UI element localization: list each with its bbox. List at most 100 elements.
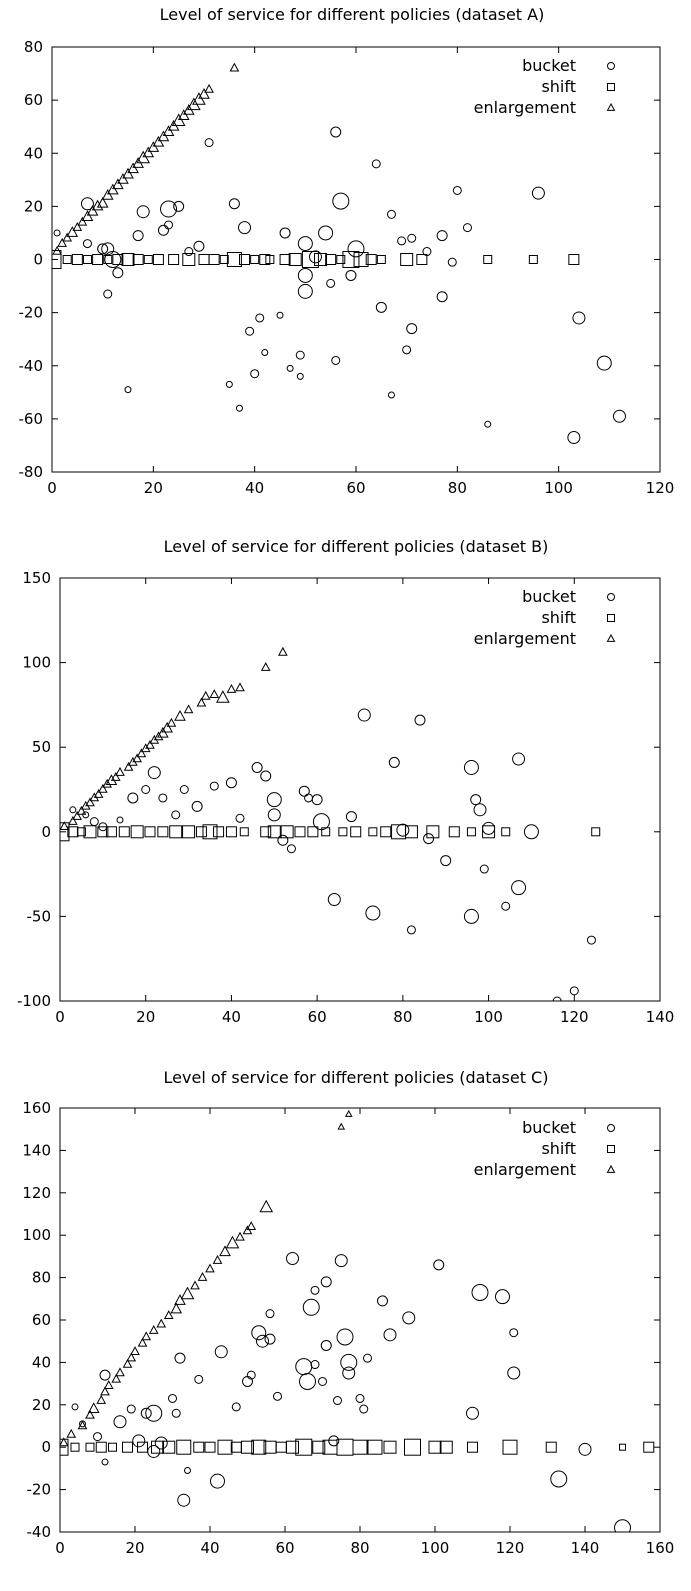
legend-label-bucket: bucket (522, 56, 576, 75)
bucket-point (168, 1393, 177, 1403)
plot-frame (59, 577, 661, 1002)
shift-point (122, 1441, 133, 1453)
bucket-point (140, 1407, 152, 1419)
shift-point (336, 1438, 354, 1456)
bucket-point (113, 1415, 127, 1429)
bucket-point (101, 1458, 109, 1466)
enlargement-point (96, 1394, 107, 1404)
shift-point (353, 252, 369, 267)
bucket-point (124, 386, 132, 394)
legend-marker-shift (607, 83, 615, 91)
shift-point (400, 253, 414, 266)
enlargement-point (190, 1280, 200, 1290)
enlargement-point (103, 1380, 114, 1389)
shift-point (380, 826, 392, 838)
bucket-point (260, 770, 272, 782)
x-tick-label: 120 (496, 1539, 525, 1557)
legend-label-enlargement: enlargement (474, 629, 576, 648)
x-tick-label: 60 (346, 479, 365, 497)
enlargement-point (85, 1409, 95, 1419)
enlargement-point (93, 788, 104, 798)
shift-point (368, 827, 378, 837)
bucket-point (276, 311, 284, 319)
bucket-point (238, 221, 252, 235)
bucket-point (193, 240, 205, 252)
bucket-point (501, 901, 511, 911)
chart-title: Level of service for different policies … (164, 1068, 549, 1087)
shift-point (439, 1440, 453, 1454)
shift-point (182, 253, 196, 266)
enlargement-point (68, 816, 78, 825)
enlargement-point (57, 237, 67, 247)
x-tick-label: 40 (200, 1539, 219, 1557)
bucket-point (179, 785, 189, 794)
bucket-point (279, 227, 291, 239)
enlargement-point (200, 690, 211, 700)
enlargement-point (235, 682, 245, 692)
bucket-point (387, 391, 395, 399)
legend-label-enlargement: enlargement (474, 98, 576, 117)
enlargement-point (122, 1358, 133, 1368)
x-tick-label: 100 (421, 1539, 450, 1557)
enlargement-point (106, 183, 119, 195)
bucket-point (171, 1408, 181, 1418)
bucket-point (235, 404, 243, 412)
bucket-point (264, 1333, 276, 1345)
legend-marker-shift (607, 1145, 615, 1153)
bucket-point (174, 1352, 186, 1364)
shift-point (82, 255, 92, 264)
shift-point (137, 1441, 148, 1453)
bucket-point (266, 792, 282, 808)
shift-point (195, 826, 207, 838)
shift-point (97, 826, 109, 838)
shift-point (226, 252, 242, 267)
shift-point (213, 826, 225, 838)
x-tick-label: 80 (393, 1008, 412, 1026)
bucket-point (304, 793, 314, 803)
enlargement-point (72, 221, 83, 231)
y-tick-label: 60 (32, 1311, 51, 1329)
shift-point (103, 255, 113, 264)
enlargement-point (111, 1373, 122, 1383)
shift-point (279, 254, 291, 265)
enlargement-point (157, 130, 170, 142)
enlargement-point (145, 739, 155, 749)
shift-point (275, 1441, 287, 1453)
enlargement-point (344, 1109, 353, 1117)
enlargement-point (105, 774, 118, 785)
enlargement-point (183, 704, 194, 714)
x-tick-label: 160 (646, 1539, 675, 1557)
enlargement-point (110, 772, 121, 781)
shift-point (71, 254, 83, 265)
enlargement-point (142, 146, 155, 158)
bucket-point (436, 230, 448, 242)
shift-point (83, 825, 97, 839)
bucket-point (225, 380, 233, 388)
enlargement-point (226, 684, 237, 693)
shift-point (132, 254, 144, 265)
enlargement-point (225, 1235, 240, 1249)
bucket-point (147, 1444, 161, 1458)
enlargement-point (163, 1310, 174, 1320)
shift-point (391, 824, 407, 840)
shift-point (76, 827, 86, 837)
enlargement-point (174, 1294, 186, 1305)
enlargement-point (112, 178, 124, 190)
bucket-point (473, 803, 487, 817)
bucket-point (386, 209, 396, 219)
shift-point (428, 1440, 442, 1454)
x-tick-label: 0 (55, 1539, 65, 1557)
bucket-point (145, 1404, 163, 1422)
bucket-point (463, 908, 479, 924)
chart-title: Level of service for different policies … (164, 537, 549, 556)
enlargement-point (162, 125, 175, 136)
shift-point (62, 255, 72, 264)
shift-point (144, 826, 156, 838)
data-points (60, 1109, 655, 1532)
bucket-point (482, 821, 496, 835)
bucket-point (470, 794, 482, 806)
enlargement-point (161, 721, 173, 733)
enlargement-point (141, 1331, 152, 1341)
shift-point (182, 825, 196, 839)
